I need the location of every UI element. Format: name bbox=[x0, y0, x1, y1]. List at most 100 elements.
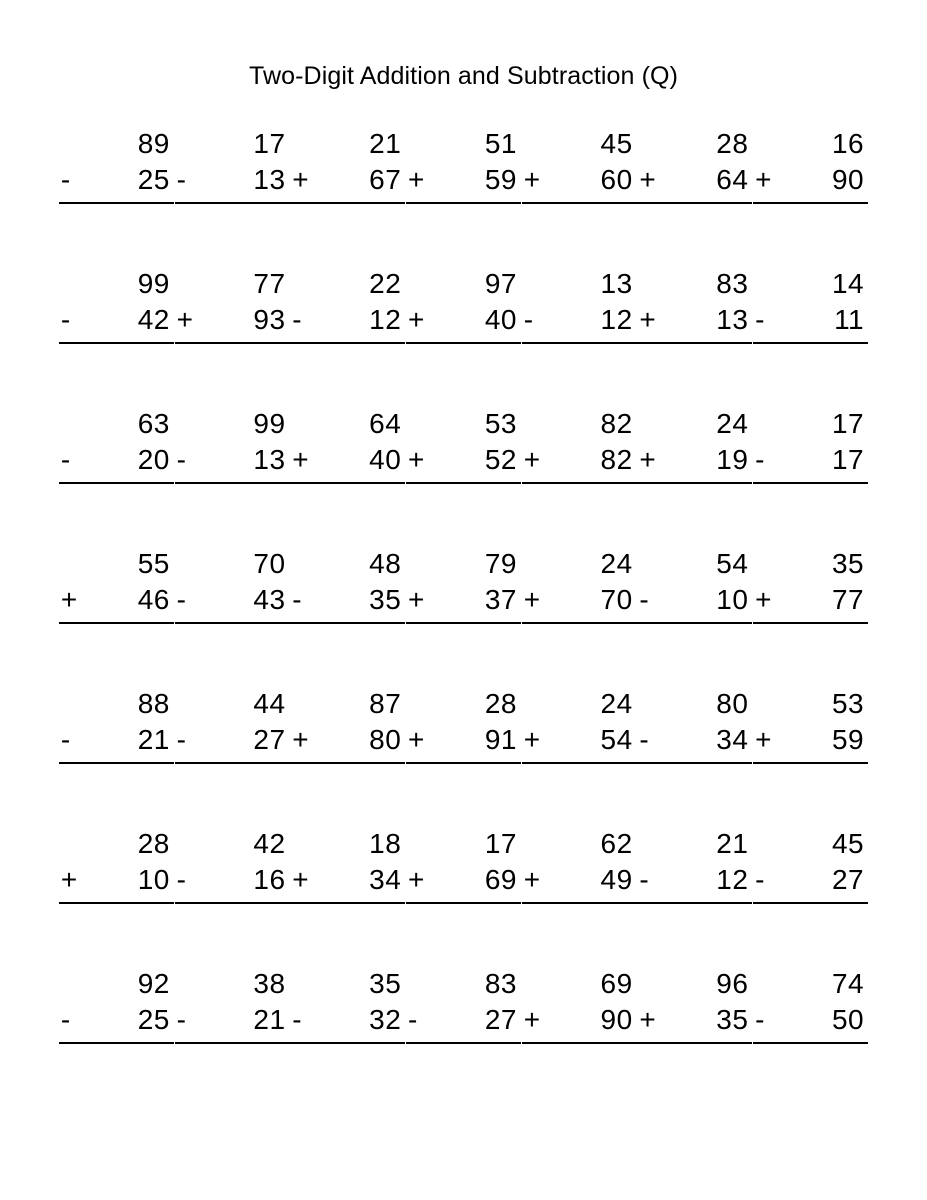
problem-cell: 74 - 50 bbox=[753, 967, 869, 1107]
bottom-operand: 27 bbox=[484, 1004, 517, 1035]
problem-bottom-row: - 12 bbox=[637, 863, 752, 897]
problem-top-row: 99 bbox=[59, 267, 174, 301]
operator-symbol: - bbox=[176, 1004, 187, 1035]
answer-rule bbox=[521, 1042, 637, 1044]
problem-cell: 14 - 11 bbox=[753, 267, 869, 407]
problem-cell: 99 - 42 bbox=[58, 267, 174, 407]
problem-cell: 53 +59 bbox=[753, 687, 869, 827]
operator-symbol: - bbox=[292, 584, 303, 615]
answer-rule bbox=[521, 622, 637, 624]
bottom-operand: 64 bbox=[716, 164, 749, 195]
answer-rule bbox=[58, 762, 174, 764]
problem-cell: 48 - 35 bbox=[290, 547, 406, 687]
problem-bottom-row: - 35 bbox=[290, 583, 405, 617]
problem-cell: 97 +40 bbox=[405, 267, 521, 407]
answer-rule bbox=[753, 622, 869, 624]
operator-symbol: + bbox=[407, 584, 425, 615]
top-operand: 48 bbox=[369, 548, 402, 579]
problem-bottom-row: +46 bbox=[59, 583, 174, 617]
bottom-operand: 93 bbox=[253, 304, 286, 335]
problem-cell: 80 - 34 bbox=[637, 687, 753, 827]
top-operand: 17 bbox=[484, 828, 517, 859]
problem-cell: 35 - 32 bbox=[290, 967, 406, 1107]
answer-rule bbox=[58, 342, 174, 344]
problem-bottom-row: +13 bbox=[637, 303, 752, 337]
problem-top-row: 53 bbox=[406, 407, 521, 441]
bottom-operand: 54 bbox=[600, 724, 633, 755]
top-operand: 53 bbox=[831, 688, 865, 719]
operator-symbol: + bbox=[292, 724, 310, 755]
problem-bottom-row: +80 bbox=[290, 723, 405, 757]
bottom-operand: 42 bbox=[137, 304, 170, 335]
problem-top-row: 24 bbox=[522, 547, 637, 581]
problem-top-row: 16 bbox=[753, 127, 868, 161]
problem-top-row: 18 bbox=[290, 827, 405, 861]
problem-bottom-row: +37 bbox=[406, 583, 521, 617]
problem-cell: 42 - 16 bbox=[174, 827, 290, 967]
answer-rule bbox=[753, 1042, 869, 1044]
answer-rule bbox=[58, 1042, 174, 1044]
problem-top-row: 83 bbox=[406, 967, 521, 1001]
problem-bottom-row: - 27 bbox=[175, 723, 290, 757]
problem-bottom-row: +90 bbox=[522, 1003, 637, 1037]
answer-rule bbox=[405, 342, 521, 344]
bottom-operand: 49 bbox=[600, 864, 633, 895]
problem-bottom-row: - 20 bbox=[59, 443, 174, 477]
problem-top-row: 82 bbox=[522, 407, 637, 441]
operator-symbol: - bbox=[60, 724, 71, 755]
answer-rule bbox=[174, 902, 290, 904]
top-operand: 79 bbox=[484, 548, 517, 579]
problem-cell: 99 - 13 bbox=[174, 407, 290, 547]
bottom-operand: 10 bbox=[716, 584, 749, 615]
problem-cell: 89 - 25 bbox=[58, 127, 174, 267]
top-operand: 87 bbox=[369, 688, 402, 719]
answer-rule bbox=[637, 342, 753, 344]
top-operand: 99 bbox=[253, 408, 286, 439]
operator-symbol: - bbox=[755, 864, 765, 895]
problem-top-row: 28 bbox=[59, 827, 174, 861]
problem-bottom-row: - 17 bbox=[753, 443, 868, 477]
operator-symbol: - bbox=[60, 1004, 71, 1035]
problem-top-row: 96 bbox=[637, 967, 752, 1001]
operator-symbol: + bbox=[639, 304, 657, 335]
operator-symbol: - bbox=[60, 304, 71, 335]
problem-cell: 24 +19 bbox=[637, 407, 753, 547]
answer-rule bbox=[174, 482, 290, 484]
answer-rule bbox=[521, 902, 637, 904]
problem-bottom-row: +70 bbox=[522, 583, 637, 617]
bottom-operand: 35 bbox=[369, 584, 402, 615]
problem-cell: 17 - 13 bbox=[174, 127, 290, 267]
operator-symbol: + bbox=[755, 584, 772, 615]
bottom-operand: 25 bbox=[137, 1004, 170, 1035]
problem-cell: 17 +69 bbox=[405, 827, 521, 967]
problem-cell: 16 +90 bbox=[753, 127, 869, 267]
answer-rule bbox=[637, 482, 753, 484]
problem-top-row: 55 bbox=[59, 547, 174, 581]
top-operand: 83 bbox=[716, 268, 749, 299]
operator-symbol: - bbox=[176, 584, 187, 615]
problem-bottom-row: - 10 bbox=[637, 583, 752, 617]
top-operand: 92 bbox=[137, 968, 170, 999]
problem-bottom-row: - 27 bbox=[406, 1003, 521, 1037]
problem-bottom-row: +82 bbox=[522, 443, 637, 477]
page-title: Two-Digit Addition and Subtraction (Q) bbox=[248, 62, 678, 90]
operator-symbol: + bbox=[523, 864, 541, 895]
bottom-operand: 21 bbox=[253, 1004, 286, 1035]
top-operand: 17 bbox=[253, 128, 286, 159]
operator-symbol: - bbox=[407, 1004, 418, 1035]
answer-rule bbox=[637, 202, 753, 204]
problem-bottom-row: - 25 bbox=[59, 163, 174, 197]
operator-symbol: + bbox=[292, 444, 310, 475]
problem-top-row: 21 bbox=[290, 127, 405, 161]
answer-rule bbox=[174, 202, 290, 204]
top-operand: 44 bbox=[253, 688, 286, 719]
top-operand: 28 bbox=[137, 828, 170, 859]
problem-bottom-row: - 21 bbox=[175, 1003, 290, 1037]
bottom-operand: 25 bbox=[137, 164, 170, 195]
problem-cell: 21 - 12 bbox=[637, 827, 753, 967]
answer-rule bbox=[753, 482, 869, 484]
problem-bottom-row: +35 bbox=[637, 1003, 752, 1037]
operator-symbol: - bbox=[639, 724, 650, 755]
problem-top-row: 69 bbox=[522, 967, 637, 1001]
bottom-operand: 27 bbox=[831, 864, 865, 895]
